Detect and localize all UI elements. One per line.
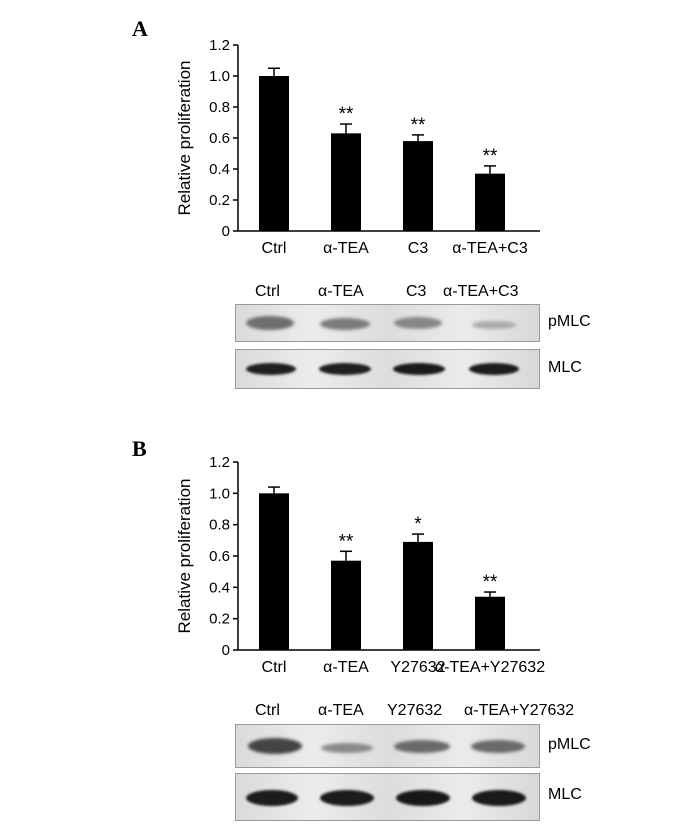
chart-b-category-label-1: α-TEA xyxy=(323,659,369,676)
blot-a-mlc-band-3 xyxy=(393,363,445,375)
blot-b-mlc-band-2 xyxy=(320,790,374,806)
blot-a-mlc-strip xyxy=(235,349,540,389)
chart-b-ytick-label-1: 0.2 xyxy=(209,611,230,628)
blot-b-pmlc-band-1 xyxy=(248,738,302,754)
blot-b-mlc-strip xyxy=(235,773,540,821)
blot-b-mlc-band-4 xyxy=(472,790,526,806)
blot-a-lane-ctrl: Ctrl xyxy=(255,283,280,300)
blot-b-lane-combo: α-TEA+Y27632 xyxy=(464,702,575,719)
chart-b-bar-2 xyxy=(403,541,433,650)
chart-b-bar-0 xyxy=(259,493,289,650)
chart-b-category-label-3: α-TEA+Y27632 xyxy=(435,659,545,676)
chart-b-bar-1 xyxy=(331,560,361,650)
chart-b-significance-2: * xyxy=(414,514,422,535)
blot-b-lane-atea: α-TEA xyxy=(318,702,364,719)
blot-a-mlc-band-4 xyxy=(469,363,519,375)
chart-a-category-label-2: C3 xyxy=(408,240,429,257)
blot-a-mlc-band-2 xyxy=(319,363,371,375)
blot-b-lane-y27632: Y27632 xyxy=(387,702,443,719)
chart-a-y-axis-label: Relative proliferation xyxy=(175,61,194,216)
blot-a-pmlc-strip xyxy=(235,304,540,342)
chart-b-significance-3: ** xyxy=(483,572,498,593)
blot-a-pmlc-band-4 xyxy=(472,321,516,329)
chart-a-ytick-label-1: 0.2 xyxy=(209,192,230,209)
blot-b-pmlc-band-2 xyxy=(321,743,373,753)
chart-b-category-label-2: Y27632 xyxy=(390,659,445,676)
chart-a-bar-3 xyxy=(475,173,505,231)
chart-a-bar-0 xyxy=(259,76,289,231)
chart-b-y-axis-label: Relative proliferation xyxy=(175,479,194,634)
blot-b-pmlc-band-4 xyxy=(471,740,525,753)
blot-b-mlc-label: MLC xyxy=(548,786,582,803)
blot-a-lane-combo: α-TEA+C3 xyxy=(443,283,519,300)
blot-b-mlc-band-1 xyxy=(246,790,298,806)
blot-a-pmlc-label: pMLC xyxy=(548,313,591,330)
blot-a-lane-c3: C3 xyxy=(406,283,427,300)
blot-b-pmlc-label: pMLC xyxy=(548,736,591,753)
chart-a-significance-1: ** xyxy=(339,104,354,125)
blot-a-pmlc-band-1 xyxy=(246,316,294,330)
chart-b-ytick-label-6: 1.2 xyxy=(209,454,230,471)
blot-a-pmlc-band-2 xyxy=(320,318,370,330)
chart-a-ytick-label-6: 1.2 xyxy=(209,37,230,54)
chart-a-bar-2 xyxy=(403,141,433,231)
chart-b-ytick-label-3: 0.6 xyxy=(209,548,230,565)
chart-a-bar-1 xyxy=(331,133,361,231)
chart-b-significance-1: ** xyxy=(339,531,354,552)
chart-a-ytick-label-5: 1.0 xyxy=(209,68,230,85)
chart-b-ytick-label-0: 0 xyxy=(222,642,230,659)
chart-a-ytick-label-0: 0 xyxy=(222,223,230,240)
chart-a-category-label-0: Ctrl xyxy=(262,240,287,257)
chart-a-significance-3: ** xyxy=(483,146,498,167)
chart-a-category-label-1: α-TEA xyxy=(323,240,369,257)
blot-b-pmlc-band-3 xyxy=(394,740,450,753)
panel-b-letter: B xyxy=(132,436,147,461)
chart-a-ytick-label-3: 0.6 xyxy=(209,130,230,147)
chart-b-ytick-label-2: 0.4 xyxy=(209,579,230,596)
chart-a-ytick-label-4: 0.8 xyxy=(209,99,230,116)
chart-b-ytick-label-5: 1.0 xyxy=(209,485,230,502)
blot-b-mlc-band-3 xyxy=(396,790,450,806)
chart-a-ytick-label-2: 0.4 xyxy=(209,161,230,178)
chart-b-bar-3 xyxy=(475,596,505,650)
blot-b-lane-ctrl: Ctrl xyxy=(255,702,280,719)
blot-b-pmlc-strip xyxy=(235,724,540,768)
blot-a-lane-atea: α-TEA xyxy=(318,283,364,300)
chart-b-ytick-label-4: 0.8 xyxy=(209,517,230,534)
blot-a-mlc-label: MLC xyxy=(548,359,582,376)
chart-b-category-label-0: Ctrl xyxy=(262,659,287,676)
blot-a-pmlc-band-3 xyxy=(394,317,442,329)
chart-a-significance-2: ** xyxy=(411,115,426,136)
panel-a-letter: A xyxy=(132,16,148,41)
chart-a-category-label-3: α-TEA+C3 xyxy=(452,240,528,257)
blot-a-mlc-band-1 xyxy=(246,363,296,375)
